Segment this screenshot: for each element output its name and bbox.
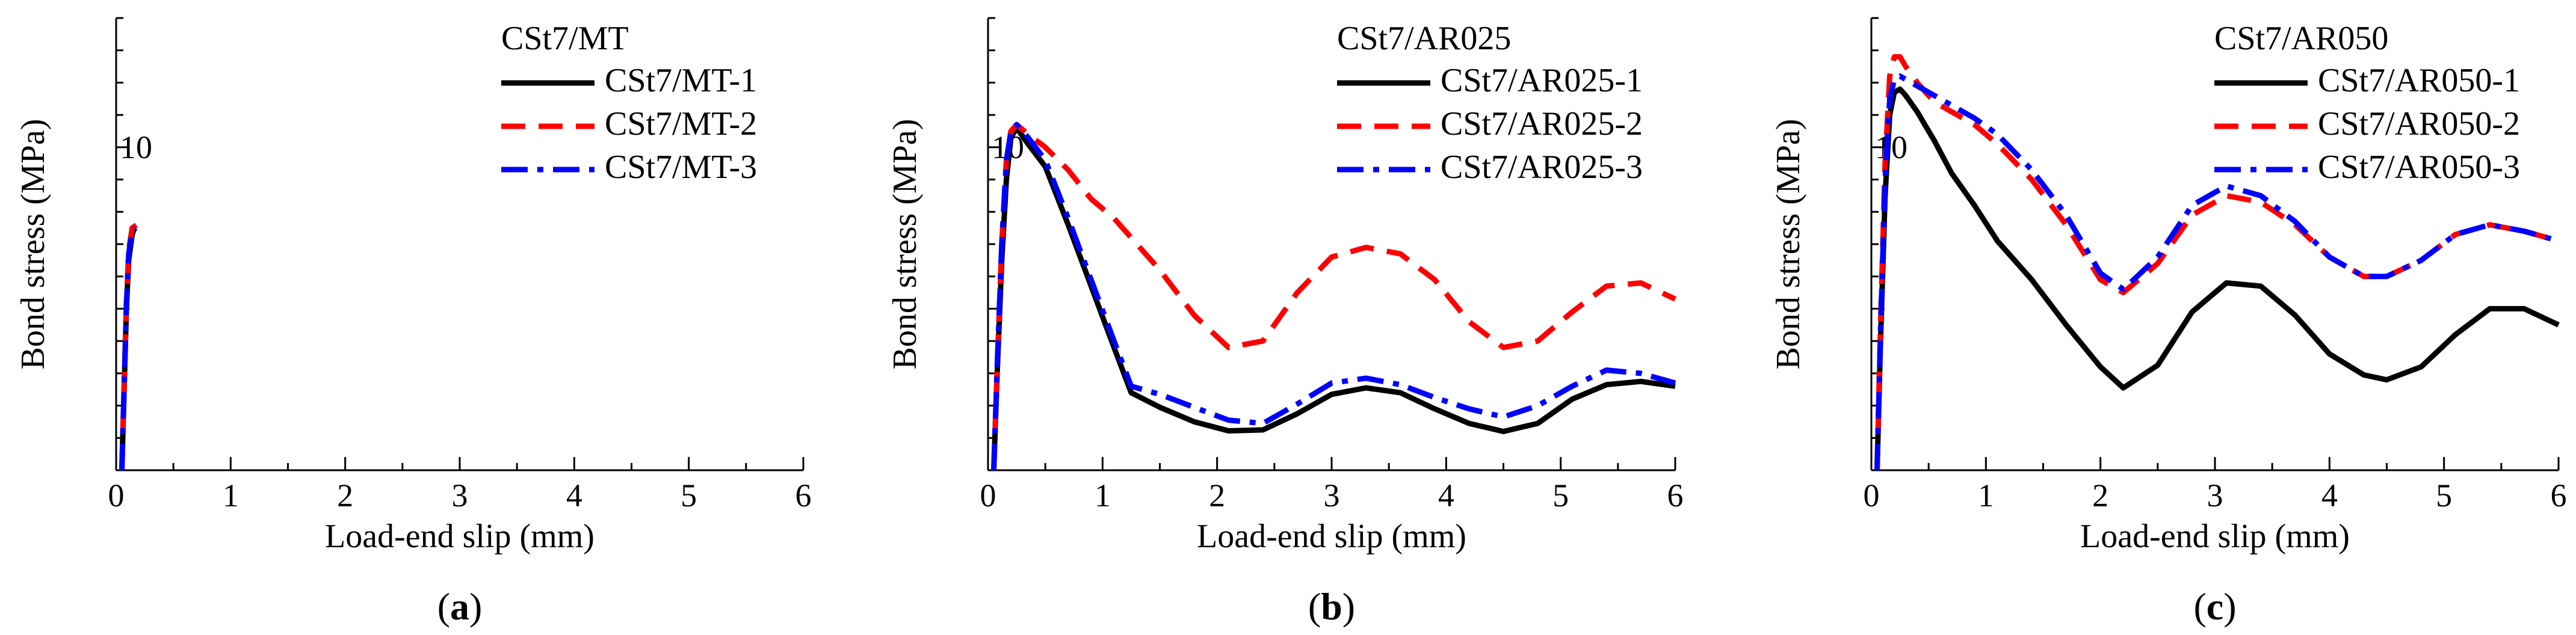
legend-title: CSt7/AR050 xyxy=(2214,20,2388,57)
x-tick-label: 4 xyxy=(2321,477,2338,514)
legend-title: CSt7/AR025 xyxy=(1337,20,1511,57)
x-tick-label: 2 xyxy=(2092,477,2108,514)
legend-label: CSt7/AR050-1 xyxy=(2318,62,2520,99)
x-tick-label: 4 xyxy=(1438,477,1454,514)
x-tick-label: 3 xyxy=(2207,477,2223,514)
legend-label: CSt7/MT-1 xyxy=(605,62,757,99)
x-tick-label: 4 xyxy=(566,477,582,514)
y-axis-title: Bond stress (MPa) xyxy=(1770,119,1807,370)
y-axis-title: Bond stress (MPa) xyxy=(14,119,52,370)
x-tick-label: 5 xyxy=(2436,477,2452,514)
x-tick-label: 0 xyxy=(108,477,125,514)
legend: CSt7/AR050 CSt7/AR050-1 CSt7/AR050-2 CSt7/A… xyxy=(2214,20,2520,186)
x-tick-label: 6 xyxy=(2551,477,2567,514)
x-tick-label: 5 xyxy=(681,477,697,514)
x-axis-title: Load-end slip (mm) xyxy=(1197,518,1466,555)
x-axis-title: Load-end slip (mm) xyxy=(2080,518,2350,555)
series-line-CSt7/AR050-3 xyxy=(1874,73,2560,471)
y-tick-label: 10 xyxy=(120,129,152,165)
legend-label: CSt7/MT-3 xyxy=(605,149,757,186)
legend-label: CSt7/AR050-2 xyxy=(2318,105,2520,143)
legend-label: CSt7/AR025-3 xyxy=(1441,149,1643,186)
x-tick-label: 1 xyxy=(1095,477,1111,514)
legend-label: CSt7/AR025-1 xyxy=(1441,62,1643,99)
y-axis-title: Bond stress (MPa) xyxy=(886,119,924,370)
x-tick-label: 2 xyxy=(1209,477,1225,514)
series-line-CSt7/AR025-1 xyxy=(991,125,1676,471)
series-line-CSt7/AR025-3 xyxy=(991,121,1676,471)
series-line-CSt7/AR050-1 xyxy=(1874,86,2560,471)
x-tick-label: 1 xyxy=(1978,477,1994,514)
x-tick-label: 3 xyxy=(1324,477,1340,514)
x-tick-label: 6 xyxy=(795,477,812,514)
x-tick-label: 0 xyxy=(1864,477,1880,514)
x-tick-label: 3 xyxy=(452,477,468,514)
legend-label: CSt7/AR025-2 xyxy=(1441,105,1643,143)
x-axis-title: Load-end slip (mm) xyxy=(325,518,595,555)
series-line-CSt7/AR025-2 xyxy=(991,121,1676,471)
series-line-CSt7/MT-3 xyxy=(119,225,138,471)
legend: CSt7/MT CSt7/MT-1 CSt7/MT-2 CSt7/MT-3 xyxy=(501,20,757,186)
x-tick-label: 0 xyxy=(980,477,996,514)
series-line-CSt7/AR050-2 xyxy=(1874,54,2560,471)
x-tick-label: 2 xyxy=(337,477,353,514)
x-tick-label: 6 xyxy=(1667,477,1684,514)
panel-label: (b) xyxy=(1308,585,1355,628)
chart-panel-a: 0 1 2 3 4 5 6 10 Load-end slip (mm) Bond stress (… xyxy=(14,17,812,628)
panel-label: (c) xyxy=(2193,585,2236,628)
x-tick-label: 5 xyxy=(1552,477,1569,514)
x-tick-label: 1 xyxy=(223,477,239,514)
legend-label: CSt7/AR050-3 xyxy=(2318,149,2520,186)
legend-label: CSt7/MT-2 xyxy=(605,105,757,143)
legend-title: CSt7/MT xyxy=(501,20,629,57)
panel-label: (a) xyxy=(437,585,483,628)
legend: CSt7/AR025 CSt7/AR025-1 CSt7/AR025-2 CSt7/A… xyxy=(1337,20,1643,186)
